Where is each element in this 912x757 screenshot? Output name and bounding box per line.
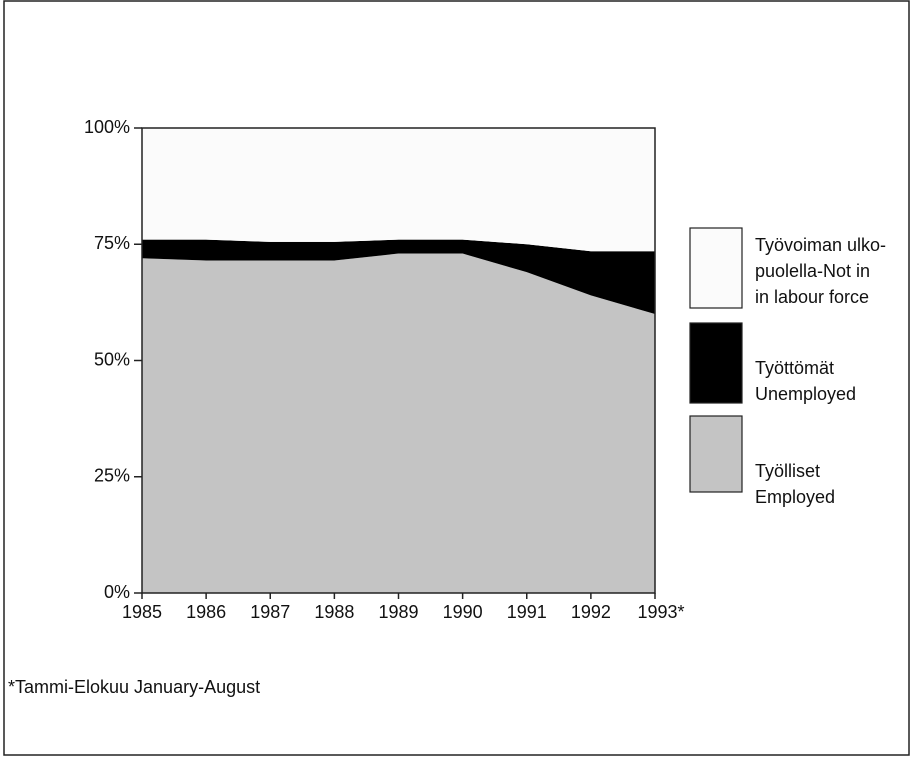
y-tick-label: 75% bbox=[94, 233, 130, 253]
x-tick-label: 1989 bbox=[378, 602, 418, 622]
legend-swatch bbox=[689, 322, 743, 404]
footnote: *Tammi-Elokuu January-August bbox=[8, 677, 260, 697]
x-tick-label: 1990 bbox=[443, 602, 483, 622]
y-tick-label: 50% bbox=[94, 349, 130, 369]
legend-swatch bbox=[689, 227, 743, 309]
area bbox=[142, 239, 655, 314]
x-tick-label: 1993* bbox=[637, 602, 684, 622]
frame bbox=[3, 0, 910, 756]
legend-label: Työttömät Unemployed bbox=[755, 358, 857, 404]
legend-label: Työlliset Employed bbox=[755, 461, 836, 507]
y-tick-label: 0% bbox=[104, 582, 130, 602]
x-tick-label: 1987 bbox=[250, 602, 290, 622]
area bbox=[142, 128, 655, 252]
y-tick-label: 100% bbox=[84, 117, 130, 137]
y-tick-label: 25% bbox=[94, 466, 130, 486]
x-tick-label: 1991 bbox=[507, 602, 547, 622]
x-tick-label: 1985 bbox=[122, 602, 162, 622]
x-tick-label: 1992 bbox=[571, 602, 611, 622]
x-tick-label: 1986 bbox=[186, 602, 226, 622]
legend-swatch bbox=[689, 415, 743, 493]
legend-label: Työvoiman ulko- puolella-Not in in labou… bbox=[755, 235, 887, 307]
x-tick-label: 1988 bbox=[314, 602, 354, 622]
area bbox=[142, 253, 655, 594]
